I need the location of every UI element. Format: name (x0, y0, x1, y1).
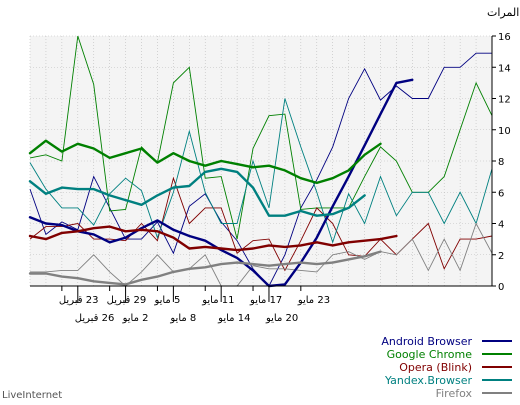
legend-item-opera-blink[interactable]: Opera (Blink) (399, 361, 512, 374)
axes: 0 2 4 6 8 10 12 14 16 23 قبريل 29 قبريل 5 مايو 11 ما… (30, 32, 511, 324)
series-firefox-trend-line (28, 250, 382, 286)
y-tick-label: 6 (498, 188, 504, 199)
y-tick-label: 8 (498, 157, 504, 168)
y-tick-label: 0 (498, 282, 504, 293)
y-tick-label: 16 (498, 32, 511, 43)
x-tick-label: 2 مايو (122, 313, 149, 324)
x-tick-label: 23 قبريل (59, 295, 99, 306)
y-tick-label: 2 (498, 251, 504, 262)
legend-item-firefox[interactable]: Firefox (436, 387, 512, 400)
series-opera-blink-trend-line (28, 225, 398, 252)
series-firefox-daily-line (30, 222, 493, 287)
smoothed-lines (28, 78, 414, 288)
x-tick-label: 20 مايو (265, 313, 298, 324)
y-tick-label: 4 (498, 220, 504, 231)
x-tick-label: 5 مايو (153, 295, 180, 306)
legend-label: Yandex.Browser (384, 374, 473, 387)
legend-item-android-browser[interactable]: Android Browser (381, 335, 512, 348)
legend-label: Google Chrome (387, 348, 473, 361)
daily-lines (29, 35, 493, 287)
x-tick-label: 11 مايو (201, 295, 234, 306)
series-google-chrome-trend-line (28, 139, 382, 185)
legend-label: Android Browser (381, 335, 472, 348)
series-yandex-browser-daily-line (29, 98, 493, 244)
legend-item-yandex-browser[interactable]: Yandex.Browser (384, 374, 512, 387)
series-opera-blink-daily-line (29, 176, 493, 272)
series-yandex-browser-trend-line (28, 167, 366, 217)
y-tick-label: 12 (498, 95, 511, 106)
y-tick-label: 14 (498, 63, 511, 74)
legend-label: Opera (Blink) (399, 361, 472, 374)
x-tick-label: 29 قبريل (107, 295, 147, 306)
legend-item-google-chrome[interactable]: Google Chrome (387, 348, 512, 361)
y-axis-unit-label: المرات (487, 6, 519, 19)
legend-label: Firefox (436, 387, 473, 400)
x-tick-label: 8 مايو (169, 313, 196, 324)
x-tick-label: 23 مايو (297, 295, 330, 306)
x-tick-label: 14 مايو (217, 313, 250, 324)
series-android-browser-trend-line (28, 78, 414, 288)
x-tick-label: 26 قبريل (75, 313, 115, 324)
y-tick-label: 10 (498, 126, 511, 137)
brand-label: LiveInternet (2, 390, 62, 401)
x-tick-label: 17 مايو (249, 295, 282, 306)
